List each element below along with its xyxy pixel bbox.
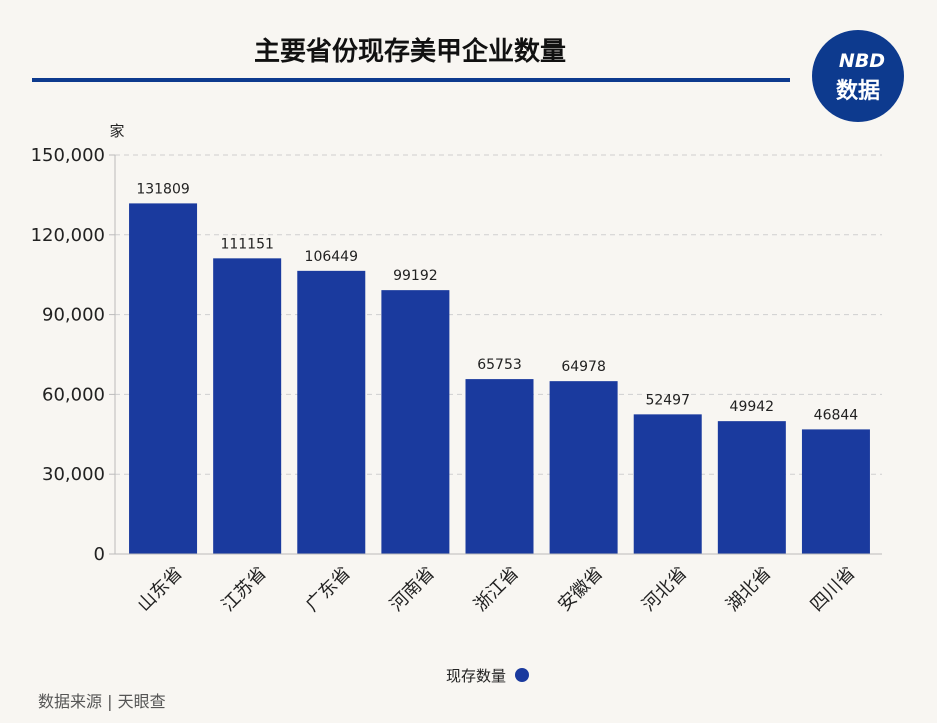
- x-category-label: 安徽省: [554, 563, 607, 616]
- x-category-label: 湖北省: [722, 563, 775, 616]
- y-tick-label: 150,000: [31, 145, 105, 166]
- y-tick-label: 0: [94, 544, 105, 565]
- bar-value-label: 49942: [730, 399, 775, 415]
- x-category-label: 广东省: [302, 563, 355, 616]
- source-note: 数据来源 | 天眼查: [38, 692, 166, 711]
- y-tick-label: 90,000: [42, 305, 105, 326]
- legend-label: 现存数量: [446, 667, 506, 685]
- bar: [633, 414, 702, 554]
- bar-value-label: 65753: [477, 357, 522, 373]
- legend: 现存数量: [446, 667, 529, 685]
- bar-value-label: 64978: [561, 359, 606, 375]
- y-tick-label: 30,000: [42, 464, 105, 485]
- x-category-label: 浙江省: [470, 563, 523, 616]
- bar: [213, 258, 282, 554]
- bar: [465, 379, 534, 554]
- bar-value-label: 46844: [814, 407, 859, 423]
- bar: [297, 270, 366, 554]
- x-category-label: 河北省: [638, 563, 691, 616]
- bars: [129, 203, 870, 554]
- y-axis-ticks: 0 30,000 60,000 90,000 120,000 150,000: [31, 145, 115, 565]
- bar: [717, 421, 786, 554]
- category-labels: 山东省 江苏省 广东省 河南省 浙江省 安徽省 河北省 湖北省 四川省: [134, 563, 860, 616]
- bar: [549, 381, 618, 554]
- y-tick-label: 60,000: [42, 384, 105, 405]
- bar: [381, 290, 450, 554]
- x-category-label: 四川省: [806, 563, 859, 616]
- legend-swatch: [515, 668, 529, 682]
- x-category-label: 山东省: [134, 563, 187, 616]
- bar: [801, 429, 870, 554]
- logo-data-text: 数据: [836, 78, 880, 104]
- bar-value-label: 111151: [220, 236, 273, 252]
- y-axis-unit: 家: [109, 122, 124, 140]
- nbd-logo: NBD 数据: [812, 30, 904, 122]
- logo-nbd-text: NBD: [839, 50, 885, 72]
- y-tick-label: 120,000: [31, 225, 105, 246]
- bar-value-label: 52497: [645, 392, 690, 408]
- bar: [129, 203, 198, 554]
- data-labels: 131809 111151 106449 99192 65753 64978 52497 49…: [136, 181, 858, 423]
- chart-title: 主要省份现存美甲企业数量: [254, 36, 566, 67]
- x-category-label: 河南省: [386, 563, 439, 616]
- logo-circle: [812, 30, 904, 122]
- bar-value-label: 106449: [305, 249, 358, 265]
- x-category-label: 江苏省: [218, 563, 271, 616]
- bar-value-label: 131809: [136, 181, 189, 197]
- title-rule: [32, 78, 790, 82]
- bar-value-label: 99192: [393, 268, 438, 284]
